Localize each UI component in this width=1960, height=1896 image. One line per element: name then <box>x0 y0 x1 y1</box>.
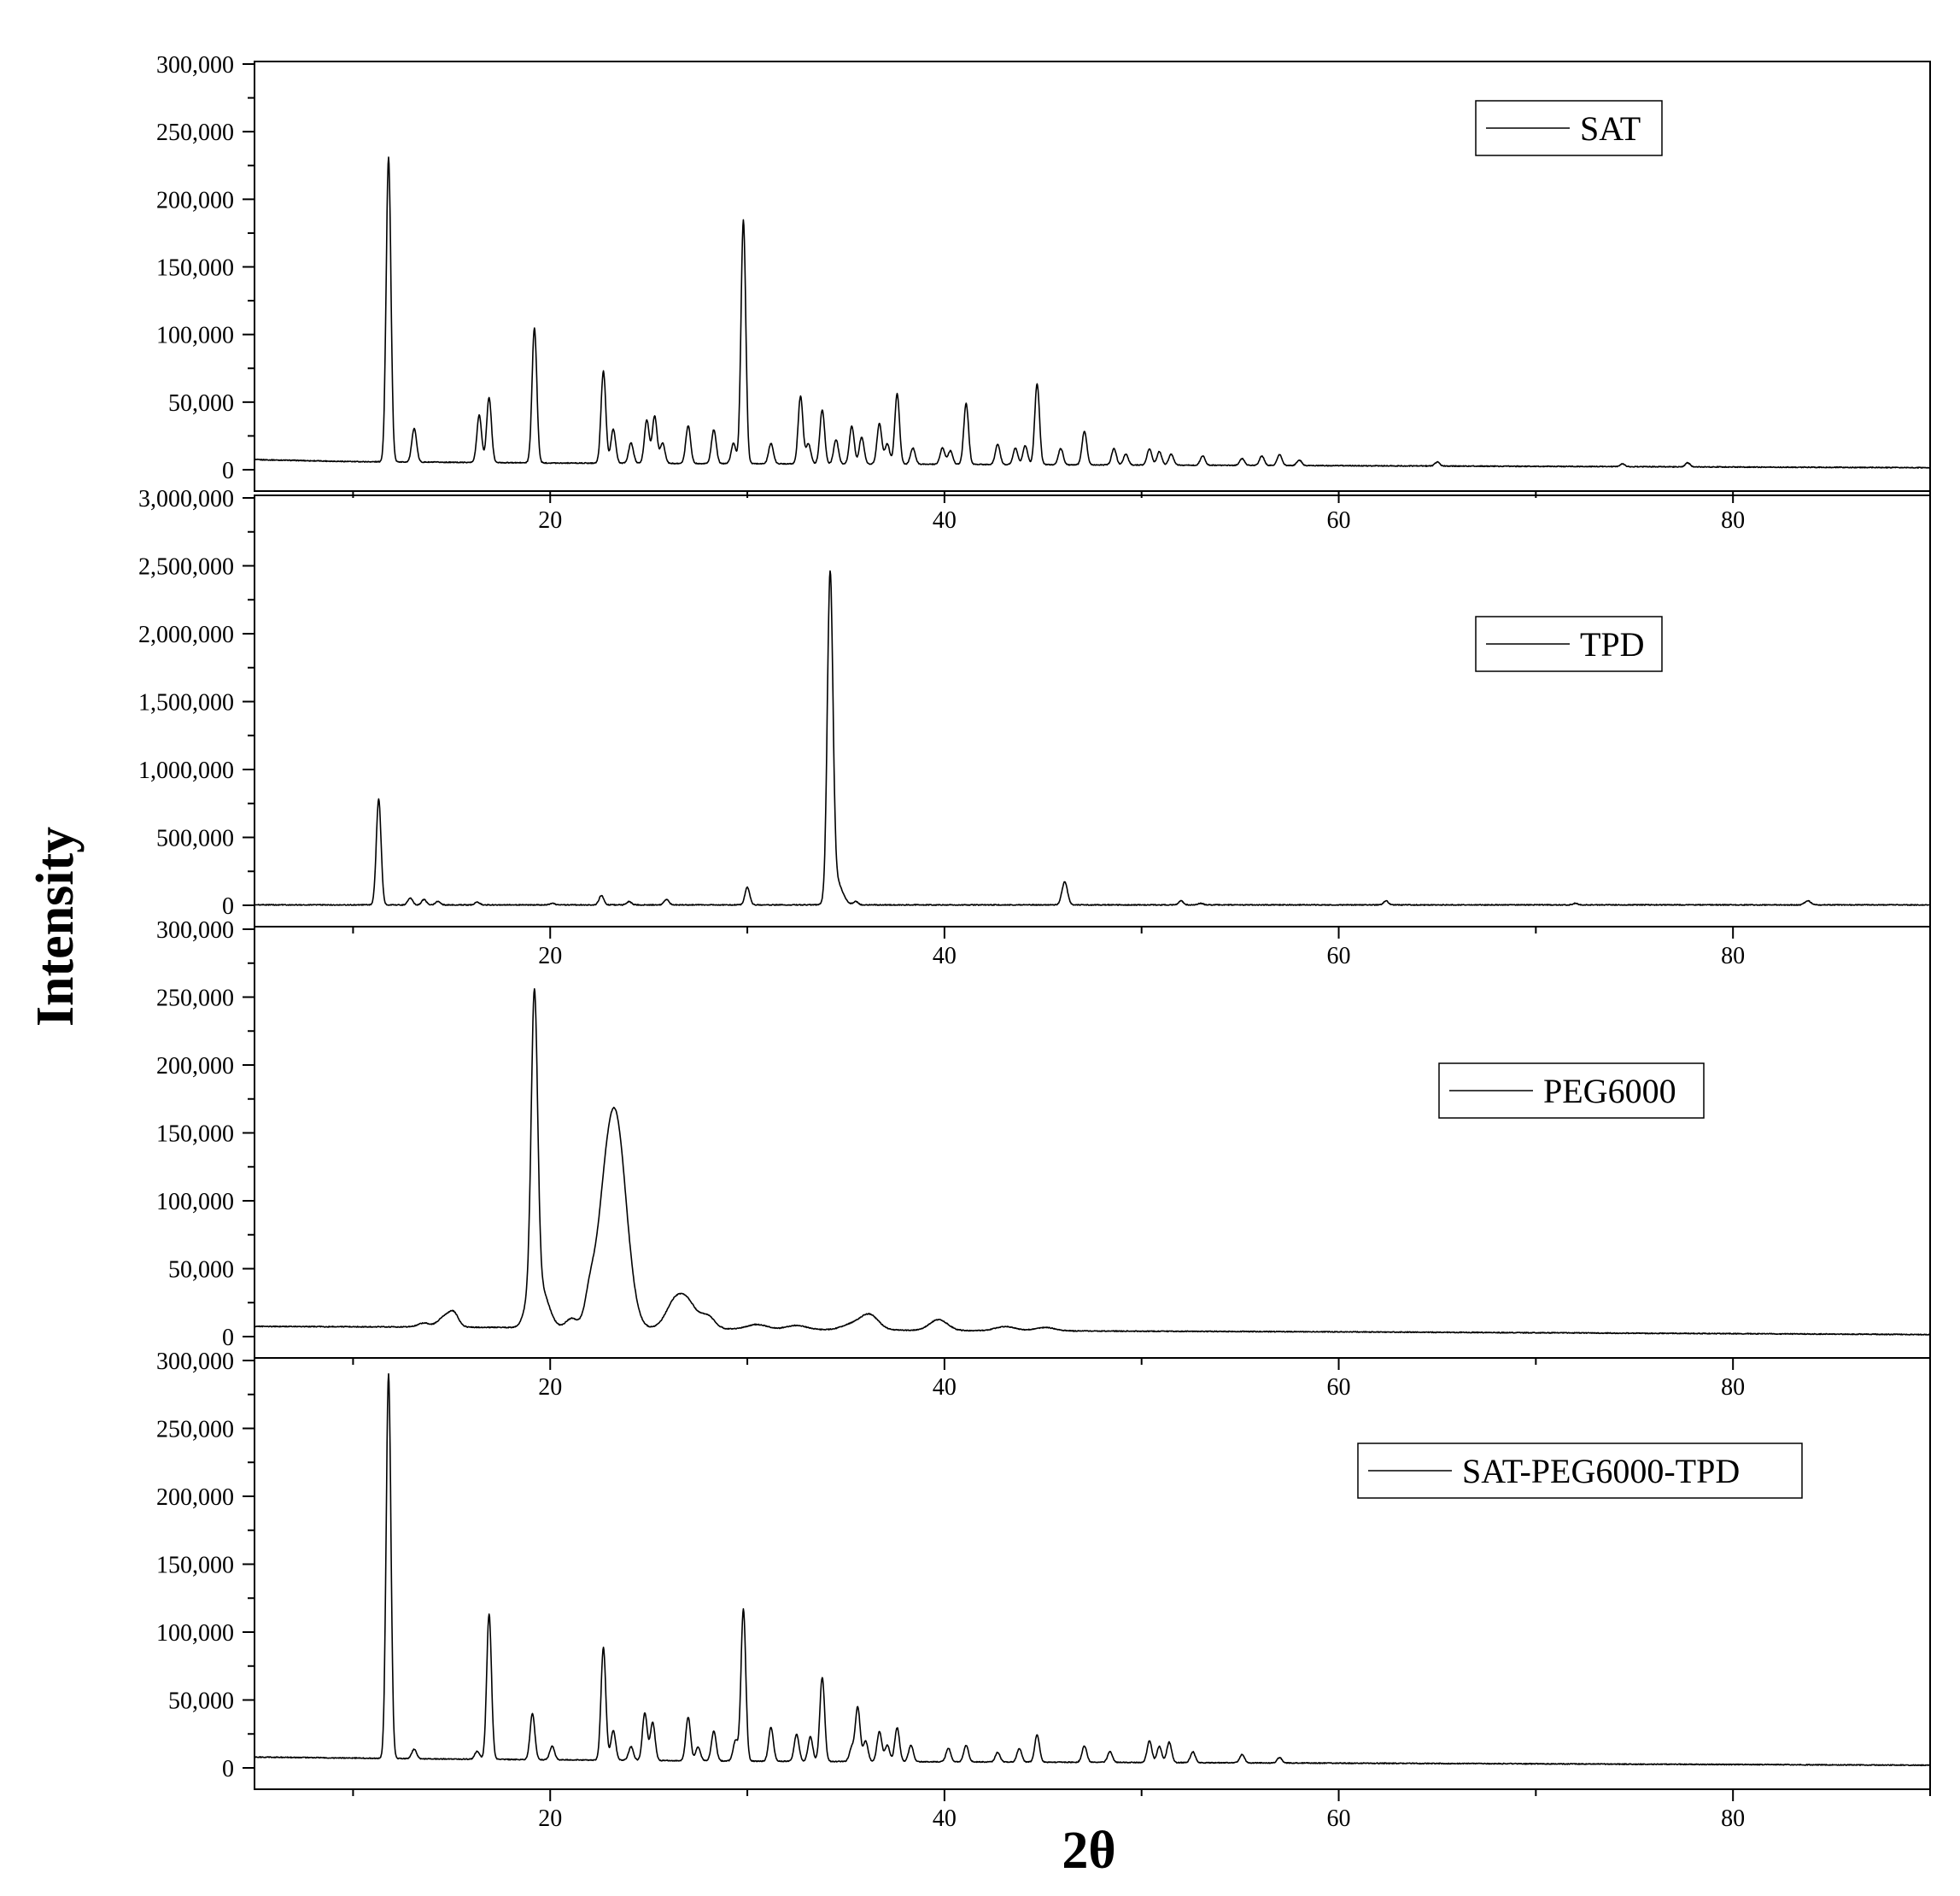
x-tick-label: 20 <box>538 507 562 534</box>
x-tick-label: 40 <box>933 1805 957 1832</box>
panel-3: 0 50,000 100,000 150,000 200,000 250,000 300,0… <box>156 1349 1931 1832</box>
y-tick-label: 50,000 <box>168 390 234 417</box>
y-tick-label: 250,000 <box>156 120 234 146</box>
series-line <box>254 1372 1931 1767</box>
x-axis-title: 2θ <box>1062 1822 1115 1880</box>
legend-label: SAT <box>1580 109 1641 148</box>
y-tick-label: 150,000 <box>156 255 234 282</box>
y-tick-label: 300,000 <box>156 917 234 944</box>
y-tick-label: 2,500,000 <box>138 554 234 581</box>
y-tick-label: 100,000 <box>156 1620 234 1647</box>
x-tick-label: 40 <box>933 1374 957 1401</box>
series-line <box>254 156 1931 469</box>
y-tick-label: 0 <box>222 893 234 920</box>
panel-0: 0 50,000 100,000 150,000 200,000 250,000 300,0… <box>156 52 1931 534</box>
x-tick-label: 80 <box>1721 1805 1745 1832</box>
x-tick-label: 60 <box>1327 943 1351 969</box>
chart-panels: 0 50,000 100,000 150,000 200,000 250,000 300,0… <box>138 52 1931 1832</box>
x-tick-label: 80 <box>1721 507 1745 534</box>
x-tick-label: 40 <box>933 943 957 969</box>
x-tick-label: 20 <box>538 1374 562 1401</box>
y-tick-label: 200,000 <box>156 1053 234 1080</box>
y-tick-label: 0 <box>222 458 234 484</box>
legend-box <box>1357 1442 1803 1499</box>
y-tick-label: 0 <box>222 1325 234 1351</box>
x-tick-label: 60 <box>1327 507 1351 534</box>
y-tick-label: 200,000 <box>156 187 234 214</box>
panel-1: 0 500,000 1,000,000 1,500,000 2,000,000 2,500… <box>138 486 1931 969</box>
y-tick-label: 150,000 <box>156 1121 234 1148</box>
y-tick-label: 1,500,000 <box>138 690 234 717</box>
y-tick-label: 0 <box>222 1756 234 1782</box>
x-tick-label: 20 <box>538 943 562 969</box>
x-tick-label: 60 <box>1327 1374 1351 1401</box>
plot-frame <box>254 1357 1931 1790</box>
legend-label: TPD <box>1580 625 1645 664</box>
y-tick-label: 300,000 <box>156 1349 234 1375</box>
legend-label: SAT-PEG6000-TPD <box>1462 1452 1740 1490</box>
y-tick-label: 50,000 <box>168 1688 234 1715</box>
y-tick-label: 250,000 <box>156 1417 234 1443</box>
y-tick-label: 50,000 <box>168 1257 234 1284</box>
y-tick-label: 200,000 <box>156 1484 234 1511</box>
y-tick-label: 3,000,000 <box>138 486 234 512</box>
y-tick-label: 250,000 <box>156 986 234 1012</box>
y-tick-label: 2,000,000 <box>138 622 234 648</box>
x-tick-label: 20 <box>538 1805 562 1832</box>
y-tick-label: 100,000 <box>156 1189 234 1215</box>
y-tick-label: 100,000 <box>156 323 234 349</box>
y-axis-title: Intensity <box>26 827 85 1027</box>
legend-label: PEG6000 <box>1543 1072 1676 1110</box>
x-tick-label: 80 <box>1721 943 1745 969</box>
y-tick-label: 150,000 <box>156 1553 234 1579</box>
panel-2: 0 50,000 100,000 150,000 200,000 250,000 300,0… <box>156 917 1931 1401</box>
y-tick-label: 300,000 <box>156 52 234 79</box>
series-line <box>254 988 1931 1336</box>
y-tick-label: 500,000 <box>156 826 234 852</box>
y-tick-label: 1,000,000 <box>138 758 234 784</box>
x-tick-label: 60 <box>1327 1805 1351 1832</box>
series-line <box>254 570 1931 906</box>
x-tick-label: 40 <box>933 507 957 534</box>
plot-frame <box>254 61 1931 492</box>
x-tick-label: 80 <box>1721 1374 1745 1401</box>
